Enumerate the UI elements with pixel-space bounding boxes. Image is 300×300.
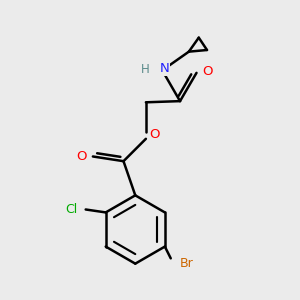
- Text: O: O: [202, 65, 213, 78]
- Text: O: O: [149, 128, 159, 141]
- Text: Br: Br: [180, 256, 193, 270]
- Text: H: H: [141, 63, 149, 76]
- Text: Cl: Cl: [65, 203, 77, 216]
- Text: O: O: [76, 150, 87, 163]
- Text: N: N: [159, 61, 169, 75]
